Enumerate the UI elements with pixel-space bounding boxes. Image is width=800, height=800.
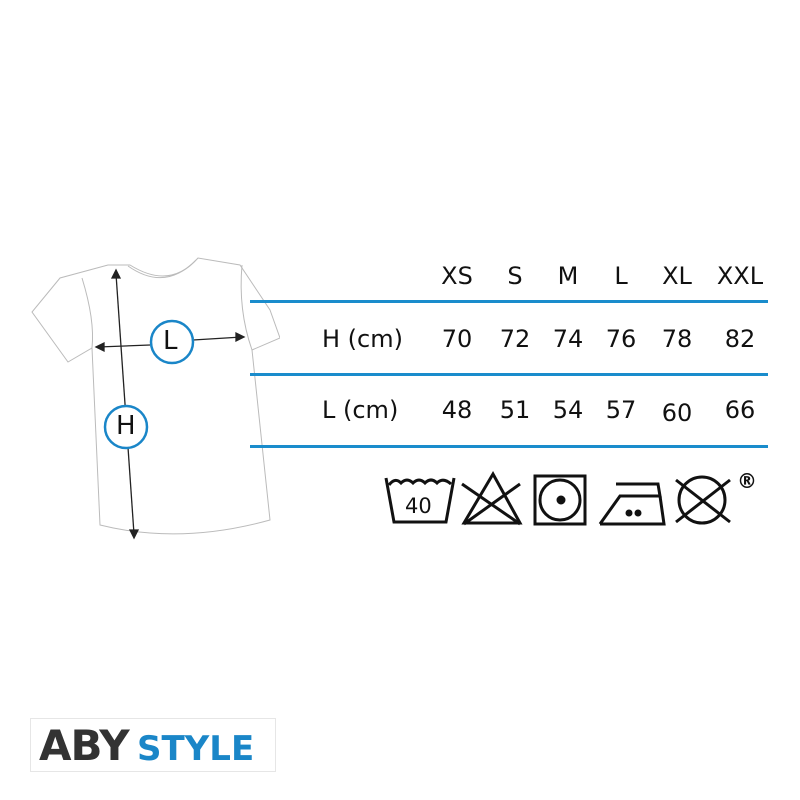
- registered-mark: ®: [737, 469, 757, 493]
- divider: [250, 445, 768, 448]
- height-marker-label: H: [116, 411, 136, 441]
- height-value: 76: [605, 325, 637, 353]
- wash-40-icon: [384, 477, 456, 524]
- length-marker: [149, 319, 195, 365]
- length-value: 51: [499, 396, 531, 424]
- length-value: 66: [724, 396, 756, 424]
- divider: [250, 373, 768, 376]
- height-value: 78: [661, 325, 693, 353]
- length-value: 48: [441, 396, 473, 424]
- size-header: XS: [441, 262, 473, 290]
- length-value: 60: [661, 399, 693, 427]
- tumble-dry-low-icon: [533, 474, 587, 526]
- wash-temperature: 40: [405, 494, 432, 518]
- no-bleach-icon: [461, 470, 523, 526]
- tshirt-diagram: [31, 257, 280, 540]
- height-value: 72: [499, 325, 531, 353]
- iron-medium-icon: [598, 482, 666, 526]
- length-value: 54: [552, 396, 584, 424]
- row-label-height: H (cm): [322, 325, 403, 353]
- row-label-length: L (cm): [322, 396, 399, 424]
- no-dry-clean-icon: [675, 475, 731, 525]
- care-symbols: [384, 470, 731, 526]
- height-value: 70: [441, 325, 473, 353]
- size-header: S: [507, 262, 523, 290]
- abystyle-logo: ABY STYLE: [30, 718, 276, 772]
- length-value: 57: [605, 396, 637, 424]
- size-header: XXL: [716, 262, 764, 290]
- height-value: 74: [552, 325, 584, 353]
- logo-part-style: STYLE: [137, 729, 255, 769]
- height-value: 82: [724, 325, 756, 353]
- height-marker: [103, 404, 149, 450]
- size-header: L: [614, 262, 628, 290]
- length-marker-label: L: [163, 326, 178, 356]
- logo-part-aby: ABY: [39, 721, 130, 770]
- divider: [250, 300, 768, 303]
- size-header: XL: [662, 262, 692, 290]
- size-header: M: [557, 262, 579, 290]
